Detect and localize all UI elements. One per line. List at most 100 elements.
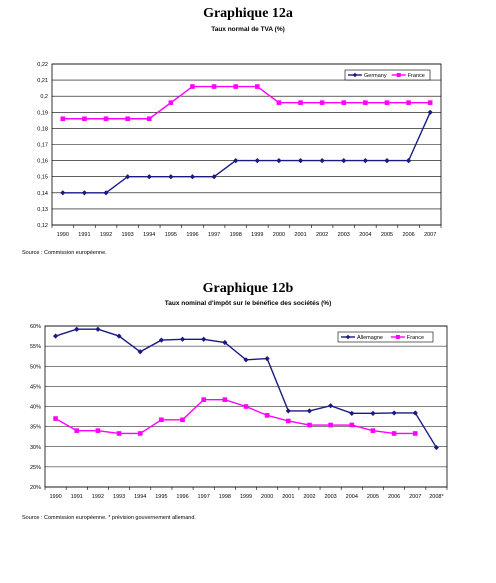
data-point (233, 158, 239, 164)
data-point (137, 431, 143, 436)
y-tick-label: 0,2 (40, 94, 48, 100)
data-point (286, 418, 291, 424)
x-tick-label: 1993 (113, 494, 125, 500)
data-point (74, 428, 80, 433)
legend-label: Germany (364, 73, 387, 79)
data-point (222, 339, 228, 346)
data-point (362, 158, 368, 164)
y-tick-label: 30% (30, 445, 41, 451)
y-tick-label: 0,16 (37, 159, 48, 165)
data-point (60, 116, 66, 122)
data-point (125, 116, 130, 122)
x-tick-label: 2007 (424, 232, 436, 238)
x-tick-label: 2005 (367, 494, 379, 500)
y-tick-label: 50% (30, 364, 41, 370)
x-tick-label: 1991 (71, 494, 83, 500)
x-tick-label: 1994 (134, 494, 146, 500)
data-point (168, 100, 174, 105)
data-point (211, 84, 217, 89)
x-tick-label: 2001 (282, 494, 294, 500)
chart-b-subtitle: Taux nominal d'impôt sur le bénéfice des… (164, 300, 332, 307)
data-point (95, 326, 101, 332)
chart-b-source: Source : Commission européenne. * prévis… (22, 515, 196, 521)
data-point (328, 403, 334, 409)
data-point (412, 431, 418, 436)
data-point (341, 100, 347, 105)
x-tick-label: 2007 (409, 494, 421, 500)
x-tick-label: 2003 (338, 232, 350, 238)
data-point (95, 428, 101, 433)
chart-a-plot: 0,12 0,13 0,14 0,15 0,16 0,17 0,18 0,19 0,2 0,21 0… (37, 62, 442, 238)
y-tick-label: 0,14 (37, 191, 48, 197)
data-point (60, 190, 66, 196)
y-tick-label: 0,12 (37, 223, 48, 229)
legend-box (344, 69, 431, 81)
y-tick-label: 40% (30, 405, 41, 411)
data-point (233, 84, 238, 89)
data-point (384, 100, 390, 105)
y-tick-label: 0,19 (37, 110, 48, 116)
y-tick-label: 0,17 (37, 143, 48, 149)
data-point (243, 357, 249, 363)
data-point (384, 158, 390, 164)
data-point (341, 158, 347, 164)
data-point (190, 84, 195, 89)
chart-a-source: Source : Commission européenne. (22, 250, 107, 256)
data-point (328, 422, 333, 428)
y-tick-label: 0,18 (37, 126, 48, 132)
x-tick-label: 2008* (429, 494, 444, 500)
data-point (349, 422, 355, 428)
plot-frame (44, 325, 448, 488)
data-point (370, 428, 376, 433)
data-point (146, 116, 152, 122)
legend-label: Allemagne (357, 335, 383, 341)
series-line (55, 328, 438, 448)
data-point (391, 431, 397, 436)
y-tick-label: 0,13 (37, 207, 48, 213)
series-line (62, 112, 431, 194)
data-point (349, 410, 355, 416)
x-tick-label: 2006 (388, 494, 400, 500)
x-tick-label: 1999 (240, 494, 252, 500)
data-point (276, 158, 282, 164)
x-tick-label: 1998 (219, 494, 231, 500)
data-point (412, 410, 418, 416)
data-point (405, 158, 412, 164)
data-point (264, 413, 270, 418)
y-tick-label: 45% (30, 384, 41, 390)
data-point (168, 174, 174, 180)
x-tick-label: 2000 (261, 494, 273, 500)
data-point (319, 158, 325, 164)
data-point (363, 100, 368, 105)
y-tick-label: 35% (30, 425, 41, 431)
y-tick-label: 0,22 (37, 62, 48, 68)
legend-label: France (408, 73, 425, 79)
data-point (306, 408, 313, 414)
x-tick-label: 2002 (316, 232, 328, 238)
data-point (255, 84, 260, 89)
legend-marker (395, 335, 400, 339)
data-point (307, 422, 312, 428)
x-tick-label: 2001 (294, 232, 306, 238)
data-point (116, 431, 122, 436)
data-point (264, 356, 270, 362)
data-point (319, 100, 325, 105)
x-tick-label: 1995 (165, 232, 177, 238)
x-tick-label: 2005 (381, 232, 393, 238)
x-tick-label: 1999 (251, 232, 263, 238)
data-point (158, 337, 164, 343)
data-point (391, 410, 397, 416)
data-point (52, 333, 59, 339)
data-point (254, 158, 260, 164)
data-point (125, 174, 131, 180)
data-point (81, 190, 88, 196)
data-point (103, 116, 109, 122)
data-point (370, 410, 376, 416)
data-point (222, 397, 228, 402)
legend-label: France (407, 335, 424, 341)
data-point (103, 190, 109, 196)
series-line (62, 85, 431, 120)
data-point (53, 416, 58, 421)
data-point (276, 100, 282, 105)
data-point (159, 417, 164, 423)
